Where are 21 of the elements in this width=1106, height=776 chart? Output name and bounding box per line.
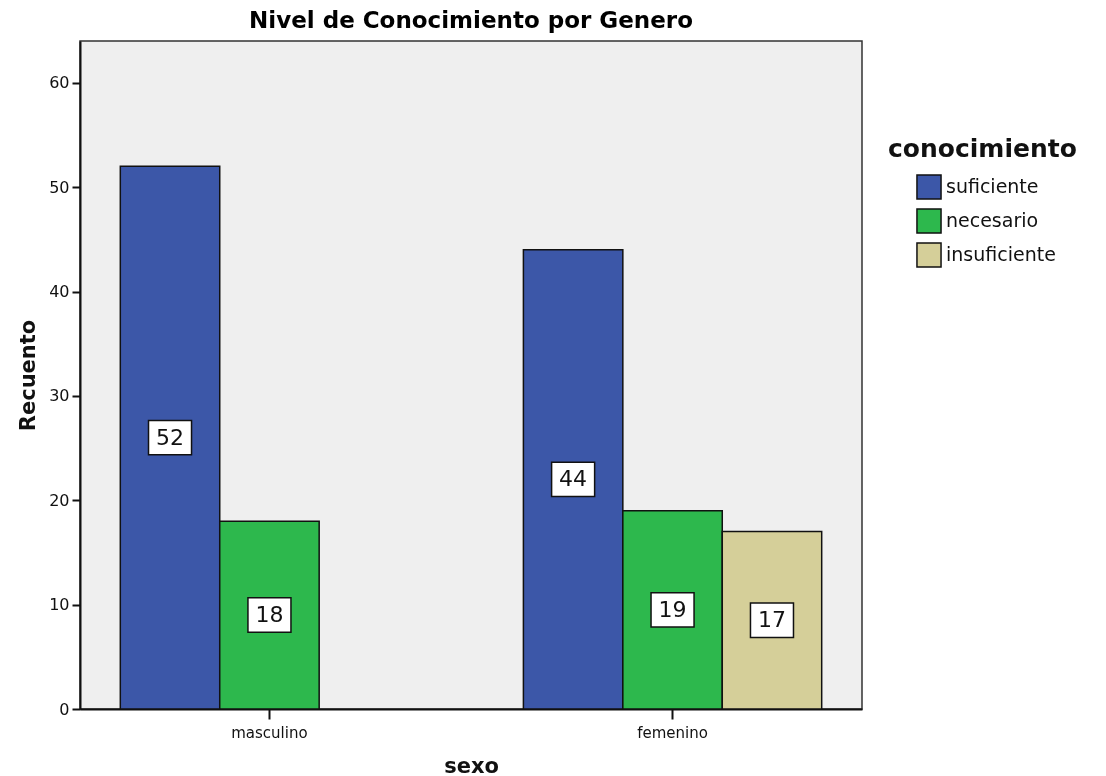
y-tick-label: 0 — [59, 699, 70, 719]
legend-label: necesario — [946, 209, 1039, 231]
legend-title: conocimiento — [888, 134, 1077, 163]
y-tick-label: 40 — [49, 282, 70, 301]
y-tick-label: 10 — [49, 595, 70, 615]
y-axis-title: Recuento — [16, 319, 41, 432]
data-label: 17 — [757, 607, 786, 633]
data-label: 18 — [255, 602, 284, 628]
x-tick-label: femenino — [637, 723, 708, 742]
legend-label: insuficiente — [946, 243, 1056, 265]
y-tick-label: 20 — [49, 490, 70, 510]
x-tick-label: masculino — [231, 723, 308, 742]
legend-label: suficiente — [946, 175, 1039, 197]
chart-title: Nivel de Conocimiento por Genero — [249, 7, 693, 33]
x-axis-title: sexo — [444, 753, 499, 776]
y-tick-label: 30 — [49, 386, 70, 406]
y-tick-label: 60 — [49, 73, 70, 93]
y-tick-label: 50 — [49, 177, 70, 197]
data-label: 52 — [156, 424, 185, 450]
data-label: 19 — [658, 596, 687, 622]
data-label: 44 — [559, 466, 588, 492]
